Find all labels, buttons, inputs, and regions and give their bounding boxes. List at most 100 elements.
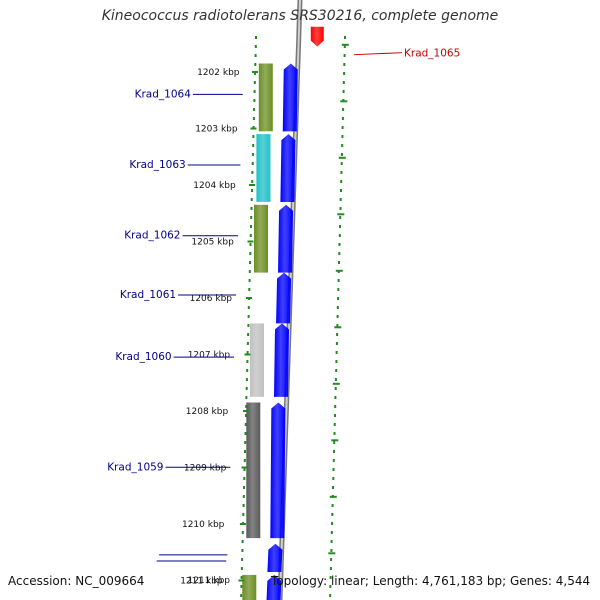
kbp-tick-mark [241,466,248,469]
right-guide-dot [335,342,338,345]
left-guide-dot [245,405,248,408]
kbp-tick-label: 1211 kbp [180,577,223,587]
right-guide-dot [342,90,345,93]
kbp-tick-label: 1202 kbp [197,68,240,78]
right-guide-dot [341,144,344,147]
gene-arrow-krad-1058[interactable] [267,543,283,573]
left-guide-dot [244,432,247,435]
kbp-tick-label: 1210 kbp [182,520,225,530]
genome-summary-text: Topology: linear; Length: 4,761,183 bp; … [271,574,591,588]
right-guide-dot [341,135,344,138]
left-guide-dot [251,189,253,192]
right-guide-dot [337,297,340,300]
kbp-tick-label: 1206 kbp [190,294,233,304]
gene-label[interactable]: Krad_1060 [115,351,171,363]
gene-label[interactable]: Krad_1064 [135,88,192,100]
right-guide-dot [340,189,342,192]
left-guide-dot [248,279,251,282]
right-guide-dot [341,126,344,129]
right-guide-dot [333,450,335,453]
left-guide-dot [252,144,255,147]
right-tick-mark [331,439,339,442]
kbp-tick-label: 1208 kbp [186,407,229,417]
right-guide-dot [340,153,343,156]
gene-category-block [254,204,268,273]
right-guide-dot [333,432,336,435]
left-guide-dot [248,270,251,273]
left-guide-dot [254,63,257,66]
left-guide-dot [244,450,246,453]
right-guide-dot [343,72,346,75]
gene-arrow-krad-1060[interactable] [273,323,289,397]
left-guide-dot [247,306,250,309]
right-tick-mark [340,100,348,103]
left-guide-dot [244,441,247,444]
gene-arrow-krad-1063[interactable] [280,134,296,202]
right-guide-dot [334,414,336,417]
left-guide-dot [251,171,254,174]
gene-arrow-krad-1062[interactable] [278,204,294,273]
kbp-tick-mark [239,523,246,525]
right-tick-mark [335,269,343,272]
right-guide-dot [338,234,341,237]
left-guide-dot [246,369,249,372]
left-guide-dot [240,576,243,579]
left-guide-dot [247,315,250,318]
gene-arrow-krad-1064[interactable] [282,63,298,132]
right-guide-dot [339,225,341,228]
right-tick-mark [334,326,342,329]
right-guide-dot [344,36,346,39]
left-guide-dot [243,486,245,489]
gene-label[interactable]: Krad_1065 [404,48,460,60]
kbp-tick-mark [247,240,254,243]
right-tick-mark [328,552,336,555]
right-guide-dot [332,486,334,489]
left-guide-dot [241,549,244,552]
right-guide-dot [329,567,332,570]
left-guide-dot [253,108,256,111]
right-guide-dot [337,288,340,291]
kbp-tick-mark [246,297,252,299]
left-guide-dot [253,90,256,93]
gene-arrow-krad-1065[interactable] [310,26,324,47]
kbp-tick-label: 1205 kbp [191,238,234,248]
gene-arrow-krad-1059[interactable] [270,402,286,539]
right-guide-dot [337,279,340,282]
right-guide-dot [340,171,343,174]
right-tick-mark [329,495,337,498]
kbp-tick-label: 1203 kbp [195,125,238,135]
left-guide-dot [252,117,255,120]
gene-category-block [256,134,271,202]
kbp-tick-label: 1207 kbp [188,351,231,361]
right-guide-dot [336,315,339,318]
right-guide-dot [338,252,341,255]
right-guide-dot [339,198,342,201]
left-guide-dot [255,36,257,39]
left-guide-dot [249,261,251,264]
right-guide-dot [334,405,337,408]
left-guide-dot [253,81,256,84]
gene-arrow-krad-1057[interactable] [266,574,282,600]
left-guide-dot [242,513,245,516]
left-guide-dot [254,45,257,48]
left-guide-dot [254,54,257,57]
gene-label[interactable]: Krad_1062 [124,230,180,242]
gene-label-leader [353,52,403,56]
left-guide-dot [249,234,252,237]
left-guide-dot [250,225,252,228]
left-guide-dot [245,387,248,390]
gene-label[interactable]: Krad_1059 [107,461,163,473]
gene-label[interactable]: Krad_1063 [129,159,185,171]
left-guide-dot [241,531,244,534]
gene-label[interactable]: Krad_1061 [120,289,176,301]
gene-arrow-krad-1061[interactable] [276,272,292,324]
left-guide-dot [251,162,254,165]
left-guide-dot [245,414,247,417]
right-guide-dot [333,441,336,444]
right-tick-mark [332,382,340,385]
gene-category-block [250,323,264,397]
kbp-tick-label: 1209 kbp [184,464,227,474]
right-guide-dot [335,351,338,354]
left-guide-dot [243,477,246,480]
right-guide-dot [331,513,334,516]
